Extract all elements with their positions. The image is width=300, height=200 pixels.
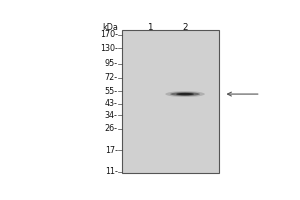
Text: 55-: 55-	[105, 87, 118, 96]
Text: 26-: 26-	[105, 124, 118, 133]
Text: 130-: 130-	[100, 44, 118, 53]
Text: 2: 2	[182, 23, 188, 32]
Text: kDa: kDa	[102, 23, 118, 32]
Text: 72-: 72-	[105, 73, 118, 82]
Text: 170-: 170-	[100, 30, 118, 39]
Ellipse shape	[170, 92, 200, 96]
Ellipse shape	[176, 93, 194, 95]
Bar	[122, 30, 219, 173]
Text: 11-: 11-	[105, 167, 118, 176]
Text: 43-: 43-	[105, 99, 118, 108]
Text: 1: 1	[147, 23, 152, 32]
Text: 17-: 17-	[105, 146, 118, 155]
Text: 34-: 34-	[105, 111, 118, 120]
Ellipse shape	[165, 91, 205, 97]
Text: 95-: 95-	[105, 59, 118, 68]
